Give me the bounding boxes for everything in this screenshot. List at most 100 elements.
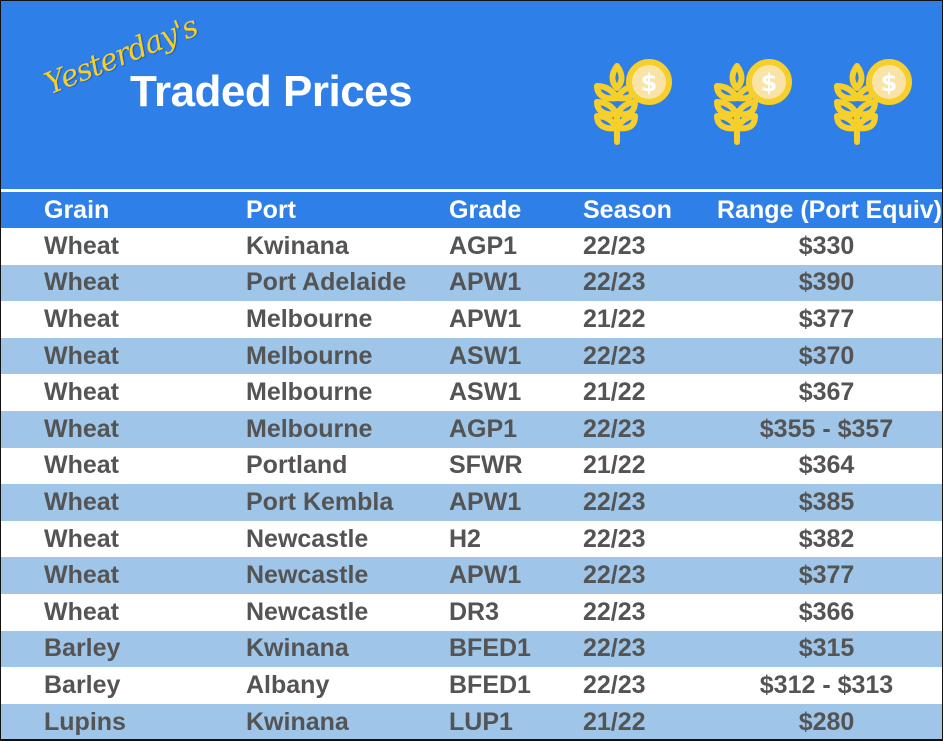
column-header-grade: Grade [449, 195, 522, 224]
table-row: Lupins Kwinana LUP1 21/22 $280 [1, 703, 942, 739]
cell-season: 22/23 [583, 268, 646, 297]
cell-grade: APW1 [449, 561, 522, 590]
cell-grain: Wheat [44, 341, 119, 370]
page-title: Traded Prices [130, 67, 413, 116]
cell-season: 22/23 [583, 487, 646, 516]
cell-grain: Wheat [44, 487, 119, 516]
table-row: Wheat Kwinana AGP1 22/23 $330 [1, 228, 942, 265]
cell-range: $364 [798, 451, 855, 480]
cell-range: $366 [798, 597, 855, 626]
cell-grain: Barley [44, 634, 121, 663]
column-header-port: Port [246, 195, 296, 224]
cell-range: $280 [798, 707, 855, 736]
cell-grade: SFWR [449, 451, 523, 480]
cell-grain: Wheat [44, 597, 119, 626]
cell-season: 21/22 [583, 451, 646, 480]
cell-grain: Wheat [44, 451, 119, 480]
cell-grain: Wheat [44, 524, 119, 553]
header-banner: Yesterday's Traded Prices $ [1, 1, 942, 189]
cell-range: $377 [798, 561, 855, 590]
prices-table: Grain Port Grade Season Range (Port Equi… [1, 192, 942, 739]
wheat-coin-icon: $ [834, 59, 912, 145]
cell-range: $355 - $357 [759, 414, 894, 443]
cell-port: Melbourne [246, 304, 373, 333]
icon-group: $ $ [589, 56, 915, 146]
table-row: Barley Kwinana BFED1 22/23 $315 [1, 630, 942, 668]
cell-season: 22/23 [583, 597, 646, 626]
svg-text:$: $ [641, 69, 658, 97]
svg-text:$: $ [761, 69, 778, 97]
cell-grade: DR3 [449, 597, 500, 626]
cell-grade: ASW1 [449, 378, 522, 407]
cell-season: 22/23 [583, 341, 646, 370]
cell-range: $330 [798, 231, 855, 260]
cell-grain: Wheat [44, 304, 119, 333]
cell-range: $385 [798, 487, 855, 516]
table-row: Wheat Melbourne AGP1 22/23 $355 - $357 [1, 410, 942, 448]
cell-port: Melbourne [246, 341, 373, 370]
cell-port: Port Kembla [246, 487, 394, 516]
table-row: Wheat Melbourne APW1 21/22 $377 [1, 301, 942, 338]
cell-port: Newcastle [246, 524, 369, 553]
cell-port: Port Adelaide [246, 268, 407, 297]
cell-range: $367 [798, 378, 855, 407]
cell-port: Newcastle [246, 561, 369, 590]
cell-range: $377 [798, 304, 855, 333]
cell-port: Kwinana [246, 707, 349, 736]
table-row: Wheat Port Adelaide APW1 22/23 $390 [1, 264, 942, 302]
cell-season: 22/23 [583, 524, 646, 553]
cell-port: Newcastle [246, 597, 369, 626]
cell-season: 22/23 [583, 561, 646, 590]
cell-season: 21/22 [583, 378, 646, 407]
cell-range: $390 [798, 268, 855, 297]
wheat-coin-icon: $ [594, 59, 672, 145]
table-row: Wheat Melbourne ASW1 21/22 $367 [1, 374, 942, 411]
table-row: Wheat Melbourne ASW1 22/23 $370 [1, 337, 942, 375]
table-row: Barley Albany BFED1 22/23 $312 - $313 [1, 667, 942, 704]
cell-port: Melbourne [246, 378, 373, 407]
cell-port: Portland [246, 451, 348, 480]
wheat-coin-icon: $ [714, 59, 792, 145]
table-row: Wheat Newcastle H2 22/23 $382 [1, 520, 942, 558]
cell-season: 21/22 [583, 304, 646, 333]
cell-range: $315 [798, 634, 855, 663]
cell-grain: Wheat [44, 268, 119, 297]
table-row: Wheat Portland SFWR 21/22 $364 [1, 447, 942, 485]
svg-text:$: $ [881, 69, 898, 97]
cell-port: Kwinana [246, 634, 349, 663]
column-header-grain: Grain [44, 195, 110, 224]
cell-grain: Wheat [44, 561, 119, 590]
table-row: Wheat Port Kembla APW1 22/23 $385 [1, 484, 942, 521]
cell-grade: BFED1 [449, 670, 531, 699]
cell-port: Melbourne [246, 414, 373, 443]
cell-grade: H2 [449, 524, 481, 553]
cell-grade: AGP1 [449, 414, 518, 443]
cell-season: 22/23 [583, 414, 646, 443]
cell-grade: ASW1 [449, 341, 522, 370]
cell-range: $312 - $313 [759, 670, 894, 699]
cell-range: $382 [798, 524, 855, 553]
table-header-row: Grain Port Grade Season Range (Port Equi… [1, 192, 942, 228]
cell-season: 22/23 [583, 634, 646, 663]
cell-grade: APW1 [449, 487, 522, 516]
header-divider [1, 189, 942, 192]
column-header-range: Range (Port Equiv) [717, 195, 943, 224]
column-header-season: Season [583, 195, 672, 224]
cell-grain: Wheat [44, 231, 119, 260]
cell-port: Albany [246, 670, 330, 699]
cell-grain: Barley [44, 670, 121, 699]
cell-season: 21/22 [583, 707, 646, 736]
table-row: Wheat Newcastle APW1 22/23 $377 [1, 557, 942, 594]
cell-grain: Lupins [44, 707, 126, 736]
cell-grade: AGP1 [449, 231, 518, 260]
cell-port: Kwinana [246, 231, 349, 260]
cell-grain: Wheat [44, 414, 119, 443]
cell-season: 22/23 [583, 670, 646, 699]
cell-grade: APW1 [449, 304, 522, 333]
cell-grain: Wheat [44, 378, 119, 407]
cell-grade: BFED1 [449, 634, 531, 663]
table-row: Wheat Newcastle DR3 22/23 $366 [1, 593, 942, 631]
cell-grade: LUP1 [449, 707, 513, 736]
cell-grade: APW1 [449, 268, 522, 297]
